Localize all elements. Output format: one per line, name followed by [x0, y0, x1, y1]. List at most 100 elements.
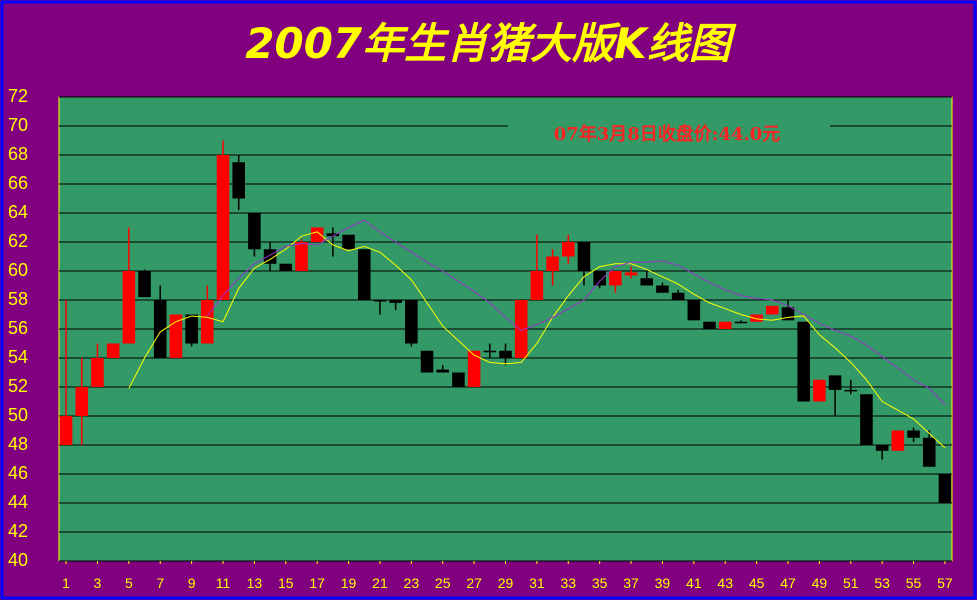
moving-average: [128, 231, 946, 449]
x-tick-label: 41: [686, 575, 702, 591]
candle-body: [561, 242, 575, 257]
y-tick-label: 58: [8, 289, 28, 309]
y-tick-label: 46: [8, 463, 28, 483]
x-tick-label: 31: [529, 575, 545, 591]
x-tick-label: 49: [812, 575, 828, 591]
candle-body: [514, 300, 528, 358]
x-tick-label: 53: [874, 575, 890, 591]
x-tick-label: 7: [156, 575, 164, 591]
candle-body: [342, 234, 355, 250]
annotation: 07年3月8日收盘价:44.0元: [554, 123, 781, 145]
x-tick-label: 33: [560, 575, 576, 591]
x-tick-label: 37: [623, 575, 639, 591]
x-tick-label: 11: [216, 575, 231, 591]
x-tick-label: 47: [780, 575, 796, 591]
candle-body: [875, 445, 889, 451]
chart-title: 2007年生肖猪大版K线图: [245, 19, 736, 68]
x-tick-label: 3: [94, 575, 102, 591]
candle-body: [703, 321, 716, 329]
moving-average: [206, 219, 946, 405]
x-tick-label: 51: [843, 575, 859, 591]
candle-body: [185, 314, 198, 344]
y-tick-label: 66: [8, 173, 28, 193]
y-tick-label: 54: [8, 347, 28, 367]
x-tick-label: 25: [435, 575, 451, 591]
candle-body: [718, 321, 732, 329]
candle-body: [922, 437, 936, 467]
candle-body: [389, 300, 402, 303]
candle-body: [860, 394, 873, 445]
candle-body: [483, 350, 497, 353]
candle-body: [593, 271, 606, 286]
candle-body: [310, 227, 324, 242]
candle-body: [546, 256, 559, 271]
candle-body: [734, 321, 748, 324]
candle-body: [405, 300, 418, 344]
candle-body: [766, 305, 779, 315]
candle-body: [357, 249, 371, 300]
x-tick-label: 1: [62, 575, 70, 591]
y-tick-label: 68: [8, 144, 28, 164]
x-tick-label: 29: [498, 575, 514, 591]
annotation-bg: [508, 122, 830, 152]
candle-body: [75, 387, 89, 416]
candle-body: [138, 271, 151, 298]
candle-body: [499, 350, 512, 358]
x-tick-label: 23: [404, 575, 420, 591]
candle-body: [907, 430, 920, 438]
candle-body: [201, 300, 214, 344]
y-tick-label: 52: [8, 376, 28, 396]
candle-body: [609, 271, 622, 286]
candle-body: [452, 372, 465, 387]
candle-body: [656, 285, 669, 293]
x-tick-label: 15: [278, 575, 294, 591]
x-tick-label: 17: [309, 575, 325, 591]
marks: [59, 140, 952, 503]
candle-body: [891, 430, 905, 451]
candle-body: [750, 314, 763, 322]
candle-body: [624, 272, 638, 276]
candle-body: [530, 271, 544, 300]
candle-body: [59, 416, 73, 445]
candle-body: [436, 369, 450, 373]
candle-body: [671, 292, 685, 300]
candle-body: [687, 300, 701, 321]
candle-body: [373, 300, 387, 302]
y-tick-label: 48: [8, 434, 28, 454]
candle-body: [938, 474, 952, 503]
candle-body: [295, 242, 308, 271]
candle-body: [122, 271, 136, 344]
y-tick-label: 62: [8, 231, 28, 251]
candle-body: [169, 314, 183, 358]
y-tick-label: 44: [8, 492, 28, 512]
candle-body: [326, 233, 340, 237]
y-tick-label: 64: [8, 202, 28, 222]
candle-body: [844, 389, 858, 392]
x-tick-label: 27: [466, 575, 482, 591]
candle-body: [640, 278, 654, 286]
x-tick-label: 13: [247, 575, 263, 591]
candle-body: [797, 321, 810, 402]
candle-body: [232, 162, 245, 199]
candle-body: [813, 379, 826, 402]
candle-body: [828, 375, 842, 390]
candle-body: [216, 155, 230, 300]
y-tick-label: 60: [8, 260, 28, 280]
candle-body: [420, 350, 434, 373]
x-tick-label: 35: [592, 575, 608, 591]
candle-body: [106, 343, 120, 358]
y-tick-label: 70: [8, 115, 28, 135]
y-tick-label: 56: [8, 318, 28, 338]
candle-body: [91, 358, 104, 387]
y-tick-label: 72: [8, 86, 28, 106]
candle-body: [279, 263, 293, 271]
x-tick-label: 43: [717, 575, 733, 591]
x-tick-label: 9: [188, 575, 196, 591]
candle-body: [467, 350, 481, 387]
x-tick-label: 21: [372, 575, 388, 591]
x-tick-label: 39: [655, 575, 671, 591]
x-tick-label: 45: [749, 575, 765, 591]
x-tick-label: 19: [341, 575, 357, 591]
